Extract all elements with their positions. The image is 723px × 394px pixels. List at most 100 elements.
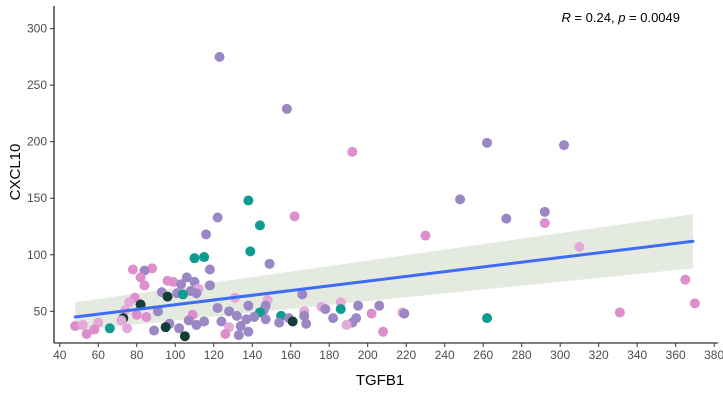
data-point — [224, 306, 235, 317]
x-tick-label: 200 — [358, 348, 378, 362]
data-point — [335, 304, 346, 315]
data-point — [233, 330, 244, 341]
x-tick-label: 240 — [435, 348, 455, 362]
data-point — [139, 280, 150, 291]
data-point — [160, 322, 171, 333]
x-tick-label: 360 — [666, 348, 686, 362]
data-point — [378, 326, 389, 337]
data-point — [216, 316, 227, 327]
data-point — [212, 302, 223, 313]
x-tick-label: 340 — [627, 348, 647, 362]
data-point — [89, 324, 100, 335]
data-point — [174, 323, 185, 334]
data-point — [176, 279, 187, 290]
data-point — [455, 194, 466, 205]
data-point — [347, 146, 358, 157]
data-point — [297, 289, 308, 300]
data-point — [204, 280, 215, 291]
data-point — [220, 328, 231, 339]
data-point — [241, 314, 252, 325]
x-tick-label: 260 — [473, 348, 493, 362]
data-point — [249, 311, 260, 322]
data-point — [320, 304, 331, 315]
data-point — [191, 319, 202, 330]
data-point — [420, 230, 431, 241]
x-tick-label: 380 — [704, 348, 723, 362]
x-tick-label: 220 — [396, 348, 416, 362]
data-point — [260, 314, 271, 325]
data-point — [281, 103, 292, 114]
data-point — [341, 319, 352, 330]
data-point — [204, 264, 215, 275]
p-symbol: p — [617, 10, 625, 25]
r-value: = 0.24, — [571, 10, 618, 25]
data-point — [149, 325, 160, 336]
correlation-annotation: R = 0.24, p = 0.0049 — [561, 10, 680, 25]
p-value: = 0.0049 — [625, 10, 680, 25]
data-point — [353, 300, 364, 311]
data-point — [168, 276, 179, 287]
data-point — [264, 258, 275, 269]
y-tick-label: 250 — [27, 78, 47, 92]
data-point — [254, 220, 265, 231]
x-tick-label: 160 — [281, 348, 301, 362]
data-point — [191, 288, 202, 299]
data-point — [131, 309, 142, 320]
data-point — [152, 306, 163, 317]
data-point — [299, 310, 310, 321]
x-tick-label: 140 — [242, 348, 262, 362]
data-point — [243, 300, 254, 311]
data-point — [245, 246, 256, 257]
data-point — [328, 313, 339, 324]
data-point — [574, 241, 585, 252]
axes: 40 60 80 100 120 140 160 180 200 220 240 260 280 300 3… — [27, 6, 723, 362]
data-point — [214, 51, 225, 62]
data-point — [183, 315, 194, 326]
data-point — [189, 253, 200, 264]
data-point — [243, 326, 254, 337]
data-points-layer — [70, 51, 700, 342]
data-point — [104, 323, 115, 334]
confidence-band — [75, 214, 693, 331]
data-point — [366, 308, 377, 319]
x-tick-label: 80 — [130, 348, 144, 362]
data-point — [374, 300, 385, 311]
y-tick-label: 300 — [27, 22, 47, 36]
x-tick-label: 300 — [550, 348, 570, 362]
data-point — [399, 308, 410, 319]
data-point — [501, 213, 512, 224]
data-point — [116, 315, 127, 326]
data-point — [181, 272, 192, 283]
x-tick-label: 100 — [165, 348, 185, 362]
data-point — [124, 297, 135, 308]
data-point — [614, 307, 625, 318]
data-point — [199, 252, 210, 263]
x-tick-label: 120 — [204, 348, 224, 362]
data-point — [177, 289, 188, 300]
data-point — [212, 212, 223, 223]
y-tick-label: 200 — [27, 135, 47, 149]
confidence-band-layer — [75, 214, 693, 331]
data-point — [81, 328, 92, 339]
x-tick-label: 40 — [53, 348, 67, 362]
data-point — [482, 313, 493, 324]
x-tick-label: 280 — [512, 348, 532, 362]
data-point — [689, 298, 700, 309]
data-point — [201, 229, 212, 240]
data-point — [70, 321, 81, 332]
data-point — [77, 319, 88, 330]
data-point — [231, 310, 242, 321]
data-point — [274, 317, 285, 328]
data-point — [559, 140, 570, 151]
data-point — [287, 316, 298, 327]
y-tick-label: 150 — [27, 191, 47, 205]
y-tick-label: 50 — [34, 304, 48, 318]
data-point — [141, 311, 152, 322]
regression-line-layer — [73, 239, 695, 319]
data-point — [289, 211, 300, 222]
data-point — [539, 206, 550, 217]
data-point — [539, 218, 550, 229]
data-point — [680, 274, 691, 285]
data-point — [179, 331, 190, 342]
